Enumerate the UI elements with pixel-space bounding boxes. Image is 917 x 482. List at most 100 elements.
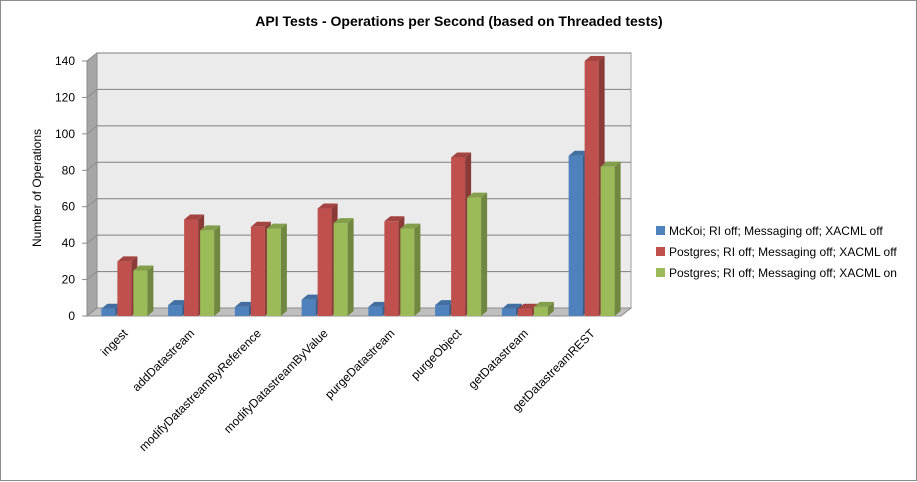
gridline-side <box>86 198 98 208</box>
bar-front <box>333 223 348 316</box>
y-axis-label: Number of Operations <box>30 129 44 247</box>
x-tick-label: modifyDatastreamByReference <box>136 326 264 454</box>
legend-item: Postgres; RI off; Messaging off; XACML o… <box>656 245 897 259</box>
bar-5-2 <box>467 192 488 316</box>
y-tick-label: 100 <box>55 127 75 141</box>
y-tick-label: 40 <box>62 236 76 250</box>
legend-label: McKoi; RI off; Messaging off; XACML off <box>669 224 883 238</box>
y-tick-label: 0 <box>68 309 75 323</box>
bar-front <box>467 197 482 316</box>
chart-walls <box>85 51 633 318</box>
bar-top <box>467 192 488 198</box>
side-wall <box>86 51 98 318</box>
bar-6-2 <box>533 301 554 316</box>
bar-top <box>501 303 522 309</box>
bar-front <box>501 308 516 316</box>
gridline-side <box>86 161 98 171</box>
gridlines <box>86 52 631 280</box>
gridline-side <box>86 125 98 135</box>
bar-top <box>451 152 472 158</box>
bar-front <box>317 208 332 316</box>
bar-side <box>614 161 621 316</box>
bar-front <box>368 306 383 316</box>
x-tick-label: getDatastream <box>465 326 531 392</box>
bar-front <box>600 166 615 316</box>
bar-side <box>414 223 421 316</box>
y-tick-label: 20 <box>62 273 76 287</box>
bar-top <box>117 256 138 262</box>
gridline-side <box>86 271 98 280</box>
bar-2-2 <box>266 223 287 316</box>
bar-side <box>280 223 287 316</box>
bar-front <box>184 219 199 316</box>
bar-top <box>435 300 456 306</box>
bar-top <box>266 223 287 229</box>
bar-front <box>133 270 148 316</box>
x-tick-label: addDatastream <box>129 326 197 394</box>
bar-top <box>101 303 122 309</box>
bar-top <box>184 214 205 220</box>
y-tick-label: 80 <box>62 163 76 177</box>
bar-3-0 <box>301 294 322 316</box>
gridline-side <box>86 234 98 244</box>
bar-front <box>117 261 132 316</box>
bar-front <box>517 308 532 316</box>
bar-front <box>250 226 265 316</box>
bar-top <box>368 301 389 307</box>
x-axis-ticks: ingestaddDatastreammodifyDatastreamByRef… <box>98 326 598 454</box>
bar-front <box>533 306 548 316</box>
bar-front <box>435 305 450 316</box>
bar-front <box>384 221 399 316</box>
bar-front <box>168 305 183 316</box>
bar-side <box>481 192 488 316</box>
legend-swatch <box>656 268 665 277</box>
legend-swatch <box>656 226 665 235</box>
bar-1-2 <box>200 225 221 316</box>
bar-front <box>568 155 583 316</box>
bar-top <box>533 301 554 307</box>
bar-4-2 <box>400 223 421 316</box>
bar-3-2 <box>333 218 354 316</box>
bar-top <box>168 300 189 306</box>
bar-0-2 <box>133 265 154 316</box>
bar-top <box>384 216 405 222</box>
legend: McKoi; RI off; Messaging off; XACML off P… <box>656 224 897 280</box>
legend-swatch <box>656 247 665 256</box>
bar-side <box>547 301 554 316</box>
x-tick-label: ingest <box>98 326 131 359</box>
x-tick-label: purgeObject <box>408 326 465 383</box>
bar-top <box>200 225 221 231</box>
bars <box>101 56 621 316</box>
legend-item: Postgres; RI off; Messaging off; XACML o… <box>656 266 897 280</box>
bar-top <box>400 223 421 229</box>
bar-front <box>400 228 415 316</box>
gridline-side <box>86 89 98 98</box>
y-tick-label: 120 <box>55 90 75 104</box>
bar-side <box>214 225 221 316</box>
bar-front <box>234 306 249 316</box>
bar-front <box>584 61 599 316</box>
bar-side <box>347 218 354 316</box>
bar-top <box>133 265 154 271</box>
chart-title: API Tests - Operations per Second (based… <box>255 13 662 29</box>
y-axis-ticks: 0 20 40 60 80 100 120 140 <box>55 54 88 323</box>
bar-top <box>517 303 538 309</box>
bar-7-2 <box>600 161 621 316</box>
bar-top <box>250 221 271 227</box>
bar-top <box>301 294 322 300</box>
back-wall <box>96 52 632 309</box>
bar-top <box>234 301 255 307</box>
y-tick-label: 60 <box>62 200 76 214</box>
bar-top <box>333 218 354 224</box>
bar-front <box>266 228 281 316</box>
y-tick-label: 140 <box>55 54 75 68</box>
x-tick-label: purgeDatastream <box>322 326 397 401</box>
bar-front <box>451 157 466 316</box>
bar-top <box>317 203 338 209</box>
bar-front <box>200 230 215 316</box>
legend-label: Postgres; RI off; Messaging off; XACML o… <box>669 266 897 280</box>
legend-label: Postgres; RI off; Messaging off; XACML o… <box>669 245 897 259</box>
bar-front <box>301 299 316 316</box>
bar-front <box>101 308 116 316</box>
